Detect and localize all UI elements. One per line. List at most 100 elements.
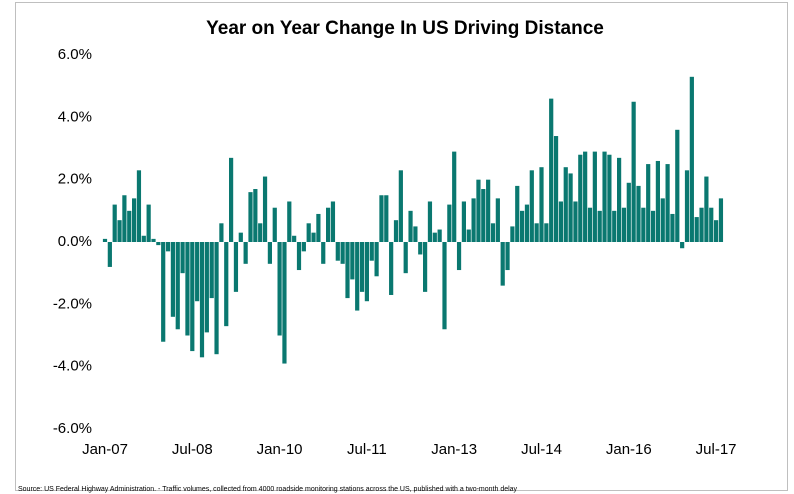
bar bbox=[238, 232, 243, 242]
bar bbox=[490, 223, 496, 242]
bar bbox=[102, 238, 108, 242]
bar bbox=[447, 204, 452, 242]
chart-frame bbox=[15, 2, 788, 491]
bar bbox=[505, 242, 510, 271]
bar bbox=[311, 232, 316, 242]
bar bbox=[369, 242, 374, 261]
bar bbox=[393, 220, 399, 242]
bar bbox=[190, 242, 195, 352]
bar bbox=[296, 242, 302, 271]
y-tick-label: -6.0% bbox=[53, 420, 92, 437]
bar bbox=[553, 136, 559, 242]
bar bbox=[253, 189, 258, 242]
bar bbox=[161, 242, 166, 342]
bar bbox=[330, 201, 336, 242]
bar bbox=[626, 182, 631, 242]
bar bbox=[262, 176, 268, 242]
bar bbox=[136, 170, 142, 242]
bar bbox=[500, 242, 505, 286]
bar bbox=[684, 170, 690, 242]
bar bbox=[568, 173, 573, 242]
bar bbox=[326, 207, 331, 242]
bar bbox=[563, 167, 568, 242]
bar bbox=[229, 157, 234, 242]
bar bbox=[423, 242, 428, 292]
bar bbox=[233, 242, 239, 292]
bar bbox=[515, 185, 520, 242]
bar bbox=[655, 160, 660, 242]
bar bbox=[646, 164, 651, 242]
x-tick-label: Jan-16 bbox=[606, 441, 652, 458]
x-tick-label: Jul-11 bbox=[347, 441, 387, 458]
bar bbox=[495, 198, 500, 242]
bar bbox=[558, 201, 563, 242]
bar bbox=[165, 242, 171, 252]
bar bbox=[277, 242, 282, 336]
bar bbox=[258, 223, 263, 242]
bar bbox=[650, 210, 656, 242]
bar bbox=[704, 176, 709, 242]
bar bbox=[471, 198, 476, 242]
bar bbox=[612, 210, 617, 242]
bar bbox=[408, 210, 413, 242]
bar bbox=[597, 210, 602, 242]
bar bbox=[607, 154, 612, 242]
bar bbox=[456, 242, 462, 271]
bar bbox=[549, 98, 554, 242]
bar bbox=[306, 223, 311, 242]
chart-title: Year on Year Change In US Driving Distan… bbox=[206, 18, 604, 39]
bar bbox=[718, 198, 724, 242]
bar bbox=[219, 223, 224, 242]
bar bbox=[437, 229, 442, 242]
bar bbox=[665, 164, 670, 242]
bar bbox=[675, 129, 680, 242]
bar bbox=[374, 242, 379, 277]
bar bbox=[316, 213, 321, 242]
bar bbox=[660, 198, 665, 242]
bar bbox=[529, 170, 534, 242]
bar bbox=[452, 151, 457, 242]
bar bbox=[544, 223, 549, 242]
bar bbox=[413, 226, 418, 242]
bar bbox=[127, 210, 132, 242]
bar bbox=[617, 157, 622, 242]
bar bbox=[287, 201, 292, 242]
bar bbox=[481, 189, 486, 242]
bar bbox=[301, 242, 306, 252]
bar bbox=[175, 242, 180, 330]
y-tick-label: -2.0% bbox=[53, 295, 92, 312]
bar bbox=[359, 242, 365, 292]
x-tick-label: Jul-14 bbox=[521, 441, 562, 458]
x-tick-label: Jan-10 bbox=[257, 441, 303, 458]
x-tick-label: Jul-17 bbox=[696, 441, 737, 458]
bar bbox=[602, 151, 607, 242]
bar bbox=[209, 242, 214, 299]
bar bbox=[636, 185, 641, 242]
bar bbox=[146, 204, 151, 242]
bar bbox=[272, 207, 277, 242]
bar bbox=[335, 242, 340, 261]
bar bbox=[151, 238, 156, 242]
bar bbox=[699, 207, 704, 242]
bar bbox=[107, 242, 112, 267]
bar bbox=[680, 242, 685, 249]
bar bbox=[694, 217, 699, 242]
y-tick-label: 2.0% bbox=[58, 171, 92, 188]
bar bbox=[539, 167, 544, 242]
bar bbox=[427, 201, 433, 242]
bar bbox=[340, 242, 345, 264]
bar bbox=[384, 195, 389, 242]
bar bbox=[170, 242, 175, 317]
bar bbox=[379, 195, 384, 242]
bar bbox=[180, 242, 185, 274]
bar bbox=[199, 242, 205, 358]
bar bbox=[432, 232, 437, 242]
bar bbox=[510, 226, 515, 242]
y-tick-label: 4.0% bbox=[58, 108, 92, 125]
bar bbox=[583, 151, 588, 242]
bar bbox=[398, 170, 403, 242]
bar bbox=[709, 207, 714, 242]
bar bbox=[520, 210, 525, 242]
bar bbox=[524, 204, 530, 242]
